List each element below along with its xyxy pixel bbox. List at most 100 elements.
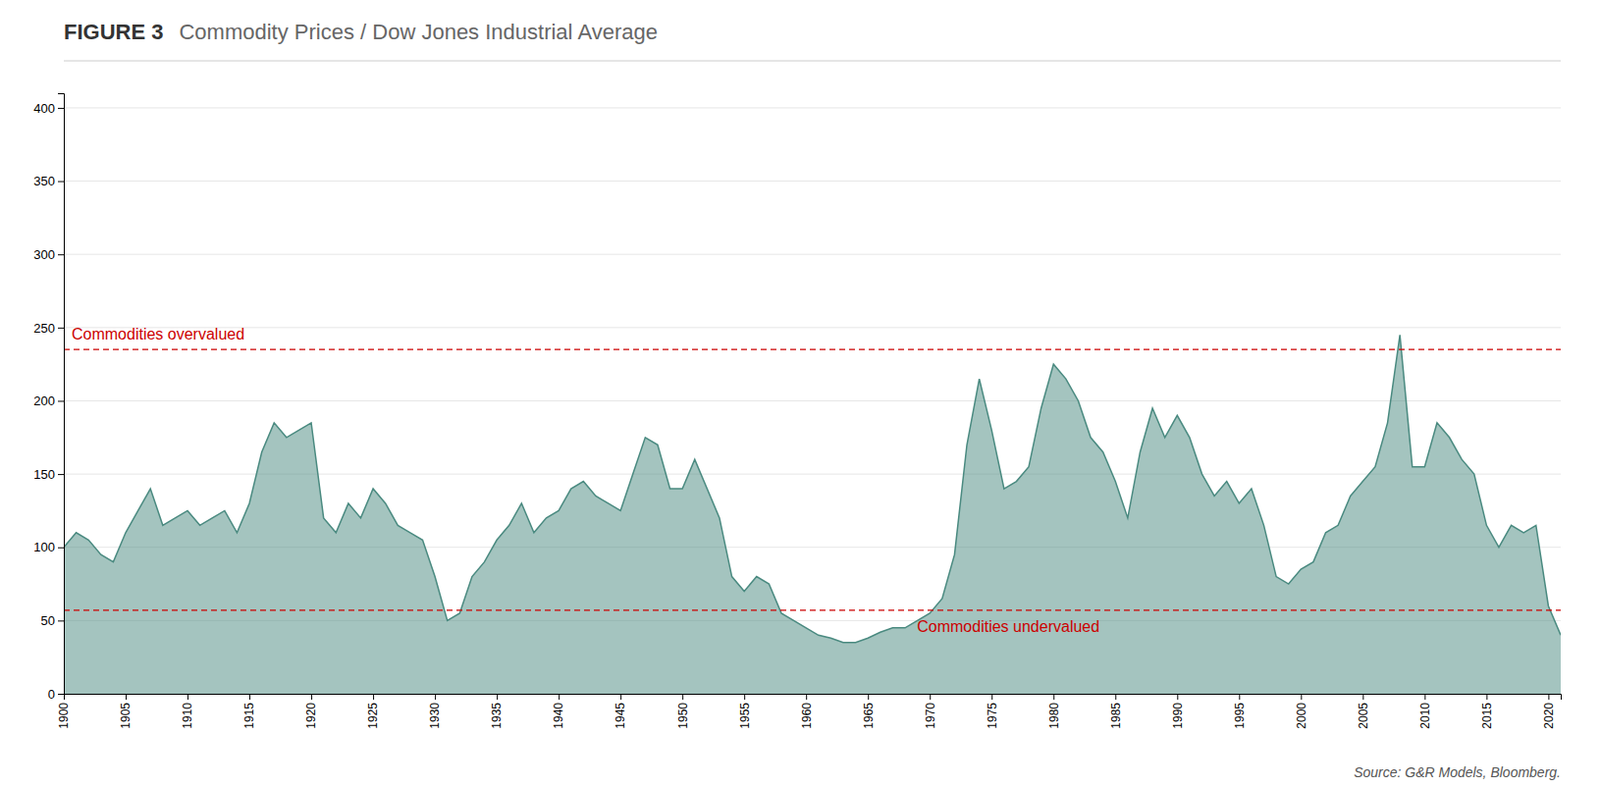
x-tick: 1945 [613,693,628,730]
y-tick-label: 100 [33,539,55,555]
y-tick-mark [57,107,64,109]
x-tick-mark [744,693,746,700]
y-tick-mark [57,620,64,622]
line [63,334,1561,642]
y-tick: 250 [33,320,64,335]
x-tick-mark [434,693,436,700]
x-tick: 2005 [1356,693,1371,730]
plot: Commodities overvaluedCommodities underv… [33,94,1561,730]
x-tick: 2010 [1418,693,1433,730]
x-tick-label: 2010 [1418,702,1433,730]
x-tick: 2015 [1480,693,1494,730]
x-tick-label: 1975 [985,702,1000,730]
y-tick-mark [57,400,64,402]
x-tick-mark [558,693,560,700]
x-tick: 1980 [1047,693,1062,730]
x-tick-label: 1990 [1171,702,1185,730]
y-tick-mark [57,254,64,256]
x-tick-mark [125,693,127,700]
y-tick: 300 [33,247,64,263]
x-tick-label: 1935 [489,702,504,730]
x-tick-mark [929,693,931,700]
x-tick-label: 1985 [1109,702,1123,730]
x-tick-mark [620,693,622,700]
x-tick-mark [1547,693,1549,700]
x-tick-mark [991,693,993,700]
x-tick-label: 2015 [1480,702,1494,730]
x-tick: 1970 [923,693,938,730]
y-tick-label: 400 [33,101,55,116]
x-tick: 1995 [1232,693,1247,730]
chart: FIGURE 3 Commodity Prices / Dow Jones Ind… [0,0,1600,787]
y-tick: 200 [33,393,64,409]
x-tick: 1975 [985,693,1000,730]
x-tick: 1935 [489,693,504,730]
x-tick: 1960 [800,693,814,730]
x-tick: 1905 [118,693,133,730]
subtitle: Commodity Prices / Dow Jones Industrial … [178,19,657,45]
x-tick-mark [187,693,189,700]
y-tick-mark [57,181,64,183]
y-tick-label: 300 [33,247,55,263]
x-axis: 1900 1905 1910 1915 1920 1925 1930 1935 1940 1945… [56,693,1561,730]
x-tick-label: 1950 [676,702,691,730]
x-axis-line [64,694,1562,701]
x-tick-mark [373,693,374,700]
x-tick-mark [805,693,807,700]
x-tick-mark [867,693,869,700]
y-tick: 400 [33,101,64,116]
x-tick-mark [311,693,313,700]
y-tick-mark [57,474,64,476]
title: FIGURE 3 [63,19,163,45]
x-tick-mark [1362,693,1364,700]
x-tick-label: 1955 [738,702,752,730]
y-tick-label: 200 [33,393,55,409]
y-tick: 150 [33,467,64,482]
x-tick-mark [1486,693,1488,700]
x-tick-mark [1115,693,1117,700]
x-tick-label: 2020 [1542,702,1556,730]
x-tick-label: 1925 [366,702,380,730]
reference-line [63,609,1561,611]
x-tick-label: 1965 [861,702,876,730]
x-tick: 2000 [1294,693,1309,730]
y-tick-label: 0 [48,687,55,702]
y-tick: 100 [33,539,64,555]
x-tick-label: 1920 [304,702,319,730]
x-tick-mark [1053,693,1055,700]
x-tick: 1965 [861,693,876,730]
x-tick-label: 2000 [1294,702,1309,730]
x-tick-label: 1930 [427,702,442,730]
grid-line [63,254,1561,256]
x-tick-label: 1905 [118,702,133,730]
y-tick-label: 350 [33,173,55,189]
x-tick-mark [1176,693,1178,700]
x-tick: 1930 [427,693,442,730]
x-tick-label: 1940 [551,702,566,730]
y-tick-mark [57,547,64,549]
x-tick-label: 1970 [923,702,938,730]
x-tick: 1915 [242,693,257,730]
area [63,334,1561,694]
reference-label: Commodities overvalued [71,325,245,343]
y-tick: 0 [48,687,64,702]
x-tick: 2020 [1542,693,1556,730]
x-tick-mark [1424,693,1426,700]
x-tick: 1910 [180,693,195,730]
y-axis: 0 50 100 150 200 250 300 350 400 [33,94,64,702]
reference-line [63,349,1561,351]
y-tick: 50 [41,613,64,629]
x-tick: 1920 [304,693,319,730]
x-tick: 1925 [366,693,380,730]
x-tick: 1950 [676,693,691,730]
y-tick-label: 50 [41,613,55,629]
x-tick-label: 2005 [1356,702,1371,730]
x-tick-label: 1900 [56,702,71,730]
x-tick-label: 1995 [1232,702,1247,730]
x-tick: 1985 [1109,693,1123,730]
grid-line [63,400,1561,402]
source: Source: G&R Models, Bloomberg. [1353,764,1561,781]
x-tick: 1940 [551,693,566,730]
y-tick-label: 150 [33,467,55,482]
grid-line [63,180,1561,182]
